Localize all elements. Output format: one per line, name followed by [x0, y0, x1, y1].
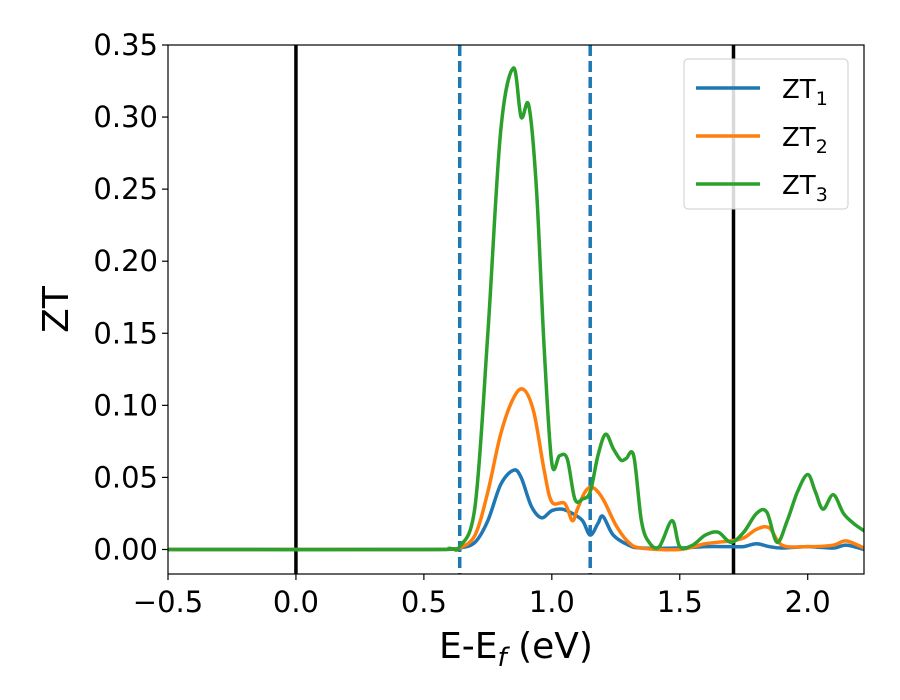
y-tick-label: 0.05: [93, 460, 158, 494]
axis-ticks: −0.5 0.0 0.5 1.0 1.5 2.0 0.00 0.05 0.10 0.15 0.20 0…: [93, 28, 830, 619]
y-tick-label: 0.10: [93, 388, 158, 422]
x-tick-label: 0.0: [273, 585, 319, 619]
series-line-1: [168, 468, 864, 552]
x-tick-label: 2.0: [785, 585, 831, 619]
legend-label-1: ZT1: [782, 75, 828, 110]
legend-label-sub: 3: [816, 184, 828, 206]
y-tick-label: 0.00: [93, 532, 158, 566]
series-line-2: [168, 387, 864, 552]
legend-label-sub: 2: [816, 136, 828, 158]
x-tick-label: 1.5: [657, 585, 703, 619]
y-tick-label: 0.35: [93, 28, 158, 62]
legend-label-main: ZT: [782, 75, 816, 105]
legend-label-main: ZT: [782, 171, 816, 201]
x-axis-label-main: E-E: [439, 626, 497, 667]
x-tick-label: −0.5: [133, 585, 203, 619]
legend-label-main: ZT: [782, 123, 816, 153]
x-tick-label: 0.5: [401, 585, 447, 619]
series-lines: [168, 66, 864, 552]
x-tick-label: 1.0: [529, 585, 575, 619]
legend-label-3: ZT3: [782, 171, 828, 206]
legend-label-sub: 1: [816, 88, 828, 110]
y-tick-label: 0.25: [93, 172, 158, 206]
series-line-3: [168, 66, 864, 552]
legend-label-2: ZT2: [782, 123, 828, 158]
y-tick-label: 0.30: [93, 100, 158, 134]
vertical-reference-lines: [294, 45, 736, 574]
y-axis-label: ZT: [36, 285, 77, 333]
x-axis-label: E-Ef (eV): [439, 626, 593, 673]
y-tick-label: 0.20: [93, 244, 158, 278]
y-tick-label: 0.15: [93, 316, 158, 350]
legend-box: [683, 58, 849, 210]
plot-frame: [167, 44, 865, 575]
x-axis-label-unit: (eV): [507, 626, 593, 667]
